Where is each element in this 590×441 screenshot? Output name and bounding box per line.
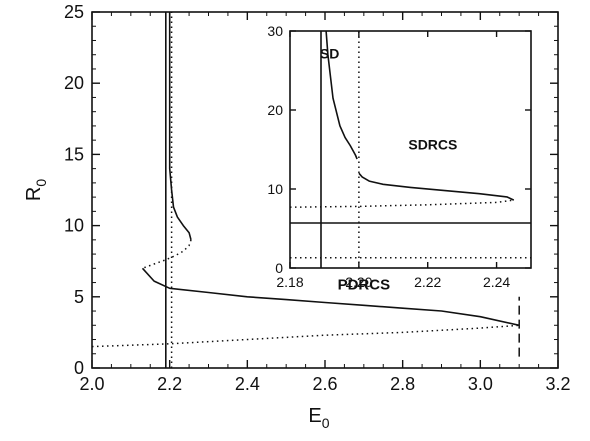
- y-tick-label: 0: [74, 358, 84, 378]
- x-tick-label: 2.4: [235, 374, 260, 394]
- x-tick-label: 2.6: [312, 374, 337, 394]
- y-tick-label: 30: [267, 23, 283, 39]
- x-tick-label: 3.2: [545, 374, 570, 394]
- y-tick-label: 25: [64, 2, 84, 22]
- axes-frame: [289, 30, 532, 269]
- x-tick-label: 2.2: [157, 374, 182, 394]
- inset-panel: 2.18 2.20 2.22 2.24 0 10 20 30 SD SDRCS: [267, 23, 532, 290]
- x-tick-label: 2.0: [79, 374, 104, 394]
- series-line-7: [358, 172, 515, 201]
- annotation-sd: SD: [320, 46, 339, 62]
- x-tick-label: 2.20: [345, 274, 372, 290]
- x-tick-label: 2.24: [483, 274, 510, 290]
- annotation-sdrcs: SDRCS: [408, 137, 457, 153]
- x-tick-label: 2.18: [276, 274, 303, 290]
- y-tick-label: 10: [267, 181, 283, 197]
- y-tick-label: 20: [267, 102, 283, 118]
- annotation-pdrcs: PDRCS: [338, 277, 391, 294]
- y-tick-label: 5: [74, 287, 84, 307]
- series-line-6: [325, 31, 358, 160]
- series-line-4: [142, 239, 192, 270]
- y-tick-label: 0: [275, 260, 283, 276]
- x-tick-label: 2.22: [414, 274, 441, 290]
- y-tick-label: 10: [64, 216, 84, 236]
- y-tick-label: 20: [64, 73, 84, 93]
- series-line-5: [290, 199, 514, 208]
- x-axis-label: E0: [308, 405, 329, 431]
- y-axis-label: R0: [23, 179, 49, 201]
- y-tick-label: 15: [64, 144, 84, 164]
- series-line-2: [168, 12, 192, 241]
- series-line-5: [141, 267, 520, 327]
- x-tick-label: 3.0: [468, 374, 493, 394]
- x-tick-label: 2.8: [390, 374, 415, 394]
